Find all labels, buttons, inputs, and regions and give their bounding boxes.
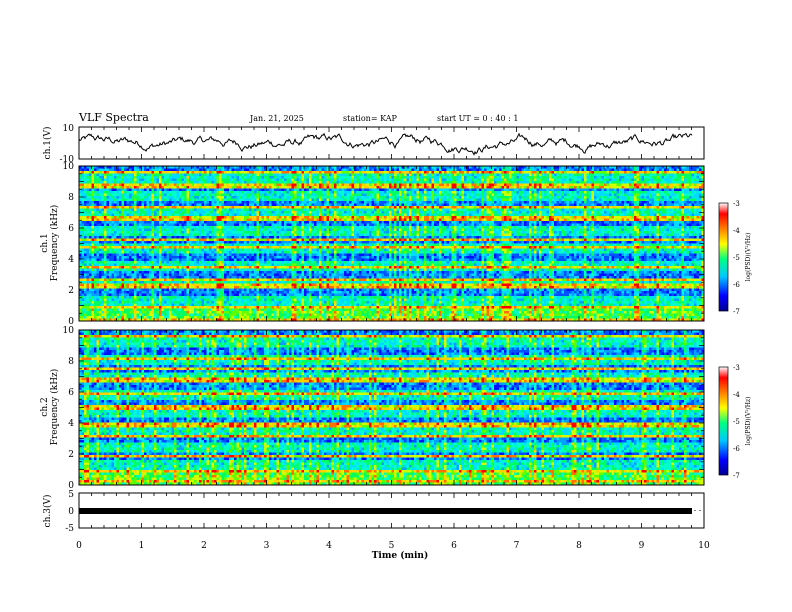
xtick-8: 8 [576, 541, 582, 551]
ch1-wave-ytick-10: 10 [63, 124, 75, 134]
xtick-3: 3 [264, 541, 270, 551]
ch3-ytick-5: 5 [68, 490, 74, 500]
ch1-cbar-tick-neg6: -6 [733, 281, 740, 289]
ch1-wave-ylabel: ch.1(V) [42, 127, 53, 160]
ch2-cbar-tick-neg5: -5 [733, 418, 740, 426]
ch3-ytick-neg5: -5 [65, 524, 74, 534]
ch2-ytick-4: 4 [68, 419, 74, 429]
xtick-0: 0 [76, 541, 82, 551]
ch1-cbar-tick-neg7: -7 [733, 308, 740, 316]
ch2-cbar-tick-neg6: -6 [733, 445, 740, 453]
ch2-spectrogram-panel [79, 330, 704, 485]
ch2-spec-ylabel: Frequency (kHz) [49, 369, 60, 446]
ch1-colorbar: -3 -4 -5 -6 -7 log(PSD)(V²/Hz) [719, 200, 752, 316]
xtick-9: 9 [639, 541, 645, 551]
xtick-5: 5 [389, 541, 395, 551]
date-label: Jan. 21, 2025 [250, 114, 304, 123]
ch3-waveform-line [79, 508, 692, 514]
ch2-colorbar: -3 -4 -5 -6 -7 log(PSD)(V²/Hz) [719, 364, 752, 480]
ch1-cbar-tick-neg5: -5 [733, 254, 740, 262]
ch2-cbar-tick-neg4: -4 [733, 391, 740, 399]
station-label: station= KAP [343, 114, 397, 123]
ch3-ytick-0: 0 [68, 507, 74, 517]
ch1-ytick-2: 2 [68, 286, 74, 296]
ch1-spec-ylabel: Frequency (kHz) [49, 205, 60, 282]
ch2-cbar-tick-neg7: -7 [733, 472, 740, 480]
ch1-ytick-6: 6 [68, 224, 74, 234]
ch3-wave-ylabel: ch.3(V) [42, 495, 53, 528]
ch1-ytick-4: 4 [68, 255, 74, 265]
figure-title: VLF Spectra [79, 111, 149, 124]
ch2-cbar-tick-neg3: -3 [733, 364, 740, 372]
ch1-cbar-tick-neg3: -3 [733, 200, 740, 208]
ch2-cbar-label: log(PSD)(V²/Hz) [745, 397, 752, 446]
x-tick-labels: 0 1 2 3 4 5 6 7 8 9 10 [76, 541, 710, 551]
ch1-cbar-label: log(PSD)(V²/Hz) [745, 233, 752, 282]
xtick-1: 1 [139, 541, 145, 551]
ch1-cbar-tick-neg4: -4 [733, 227, 740, 235]
ch1-ytick-8: 8 [68, 193, 74, 203]
ch1-spec-ylabel-top: ch.1 [40, 233, 50, 252]
xtick-7: 7 [514, 541, 520, 551]
ch2-freq-ticks: 0 2 4 6 8 10 [63, 326, 75, 491]
ch2-ytick-10: 10 [63, 326, 75, 336]
ch2-ytick-8: 8 [68, 357, 74, 367]
xtick-2: 2 [201, 541, 207, 551]
start-time-label: start UT = 0 : 40 : 1 [437, 114, 518, 123]
ch1-freq-ticks: 0 2 4 6 8 10 [63, 162, 75, 327]
x-axis-label: Time (min) [372, 550, 429, 561]
xtick-4: 4 [326, 541, 332, 551]
ch2-ytick-2: 2 [68, 450, 74, 460]
ch2-ytick-6: 6 [68, 388, 74, 398]
xtick-10: 10 [698, 541, 710, 551]
ch2-spec-ylabel-top: ch.2 [40, 397, 50, 416]
ch1-ytick-10: 10 [63, 162, 75, 172]
ch1-spectrogram-panel [79, 166, 704, 321]
xtick-6: 6 [451, 541, 457, 551]
